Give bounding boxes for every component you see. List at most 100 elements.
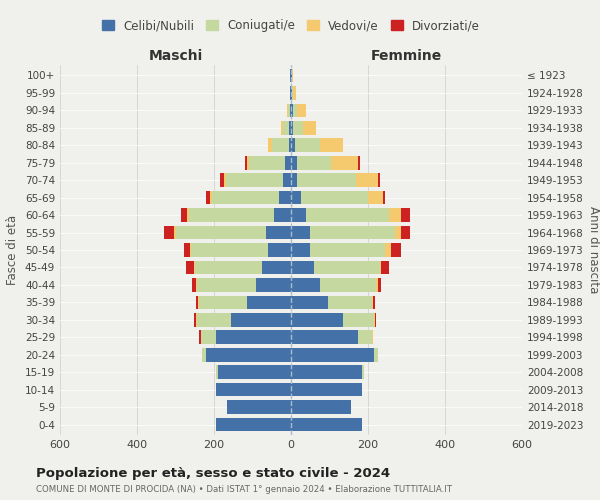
Bar — [293, 104, 297, 117]
Bar — [291, 226, 310, 239]
Bar — [291, 330, 358, 344]
Bar — [283, 174, 291, 187]
Bar — [358, 156, 360, 170]
Bar — [391, 243, 401, 257]
Bar — [232, 313, 291, 326]
Bar — [320, 138, 343, 152]
Bar — [362, 366, 364, 379]
Bar — [290, 104, 291, 117]
Y-axis label: Anni di nascita: Anni di nascita — [587, 206, 600, 294]
Bar — [291, 208, 307, 222]
Bar — [189, 208, 274, 222]
Bar — [291, 260, 314, 274]
Bar — [320, 278, 376, 291]
Bar — [196, 313, 197, 326]
Bar — [195, 260, 262, 274]
Bar — [383, 191, 385, 204]
Bar — [291, 138, 295, 152]
Bar — [314, 260, 380, 274]
Bar — [289, 138, 291, 152]
Bar — [289, 121, 291, 134]
Bar — [206, 191, 210, 204]
Bar — [291, 68, 292, 82]
Bar — [245, 156, 247, 170]
Legend: Celibi/Nubili, Coniugati/e, Vedovi/e, Divorziati/e: Celibi/Nubili, Coniugati/e, Vedovi/e, Di… — [102, 19, 480, 32]
Bar — [266, 226, 291, 239]
Bar — [377, 278, 382, 291]
Bar — [374, 348, 377, 362]
Bar — [310, 243, 385, 257]
Bar — [216, 330, 291, 344]
Bar — [297, 174, 356, 187]
Bar — [368, 191, 383, 204]
Bar — [194, 313, 196, 326]
Bar — [291, 121, 293, 134]
Bar — [285, 156, 291, 170]
Bar — [247, 156, 248, 170]
Bar — [291, 191, 301, 204]
Bar — [202, 348, 206, 362]
Bar — [288, 104, 290, 117]
Bar — [292, 68, 293, 82]
Bar — [358, 330, 372, 344]
Bar — [372, 296, 373, 309]
Bar — [291, 400, 350, 414]
Bar — [191, 243, 268, 257]
Bar — [293, 86, 296, 100]
Bar — [272, 138, 289, 152]
Bar — [206, 348, 291, 362]
Bar — [291, 174, 297, 187]
Bar — [186, 260, 194, 274]
Bar — [194, 260, 195, 274]
Bar — [247, 296, 291, 309]
Bar — [224, 174, 226, 187]
Bar — [184, 243, 190, 257]
Bar — [176, 226, 266, 239]
Y-axis label: Fasce di età: Fasce di età — [7, 215, 19, 285]
Bar — [292, 86, 293, 100]
Bar — [302, 121, 316, 134]
Bar — [290, 86, 291, 100]
Bar — [199, 330, 200, 344]
Bar — [291, 296, 328, 309]
Bar — [297, 104, 307, 117]
Bar — [164, 226, 173, 239]
Bar — [268, 243, 291, 257]
Bar — [291, 278, 320, 291]
Bar — [287, 104, 288, 117]
Bar — [295, 138, 320, 152]
Bar — [290, 68, 291, 82]
Bar — [343, 313, 374, 326]
Bar — [291, 313, 343, 326]
Bar — [310, 226, 395, 239]
Bar — [291, 418, 362, 432]
Bar — [283, 121, 289, 134]
Bar — [401, 226, 410, 239]
Bar — [216, 418, 291, 432]
Text: Maschi: Maschi — [148, 50, 203, 64]
Bar — [293, 121, 302, 134]
Bar — [226, 174, 283, 187]
Bar — [377, 174, 380, 187]
Bar — [280, 191, 291, 204]
Bar — [262, 260, 291, 274]
Bar — [210, 191, 212, 204]
Bar — [216, 366, 218, 379]
Bar — [196, 296, 198, 309]
Bar — [187, 208, 189, 222]
Bar — [256, 278, 291, 291]
Bar — [181, 208, 187, 222]
Bar — [291, 348, 374, 362]
Bar — [374, 313, 376, 326]
Text: Femmine: Femmine — [371, 50, 442, 64]
Bar — [291, 243, 310, 257]
Bar — [297, 156, 331, 170]
Bar — [281, 121, 283, 134]
Bar — [372, 330, 373, 344]
Bar — [199, 296, 247, 309]
Bar — [401, 208, 410, 222]
Bar — [382, 260, 389, 274]
Bar — [173, 226, 176, 239]
Bar — [380, 260, 382, 274]
Bar — [220, 174, 224, 187]
